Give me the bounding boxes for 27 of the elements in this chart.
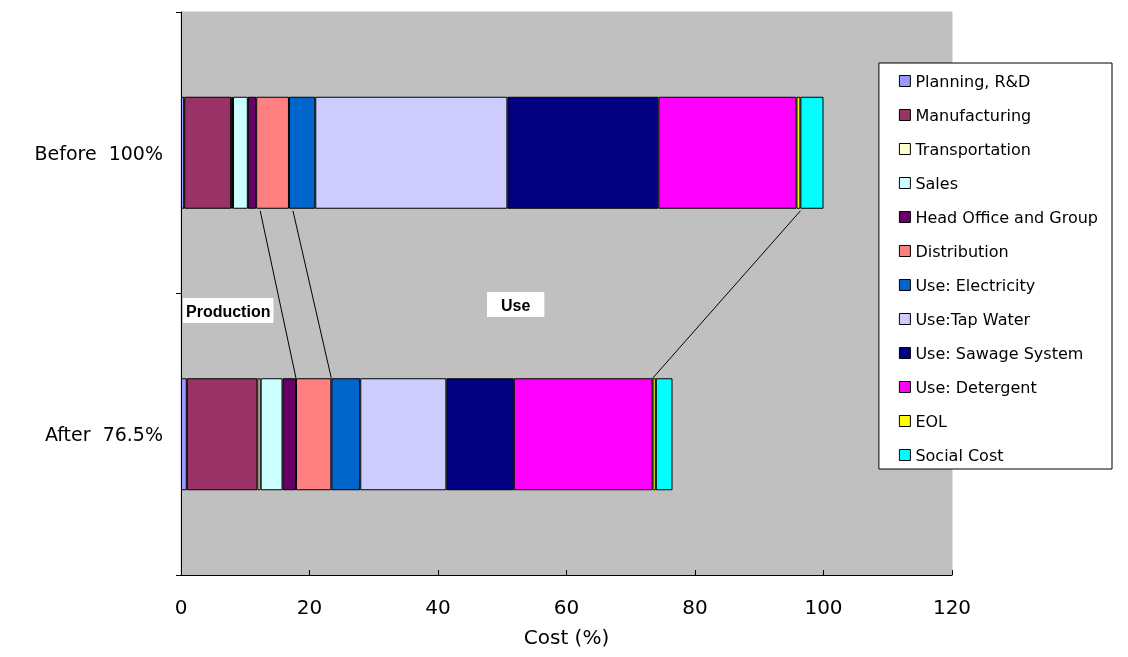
annotation: Use [501, 296, 531, 314]
legend-label: Manufacturing [915, 105, 1032, 125]
legend-label: Planning, R&D [915, 71, 1031, 91]
x-tick-label: 0 [174, 595, 188, 619]
x-tick-label: 60 [553, 595, 580, 619]
legend-label: Use:Tap Water [915, 309, 1031, 329]
legend-label: EOL [915, 411, 948, 431]
y-tick-label: After 76.5% [44, 423, 163, 446]
legend-label: Transportation [914, 139, 1031, 159]
bar [655, 378, 673, 491]
legend-label: Social Cost [915, 445, 1004, 465]
legend-label: Use: Detergent [915, 377, 1037, 397]
y-tick-label: Before 100% [34, 141, 163, 164]
legend-label: Head Office and Group [915, 207, 1098, 227]
x-tick-label: 80 [682, 595, 708, 619]
annotation: Production [186, 302, 271, 320]
bar [184, 96, 232, 209]
x-tick-label: 40 [425, 595, 451, 619]
legend-label: Sales [915, 173, 958, 193]
x-tick-label: 100 [804, 595, 843, 619]
x-axis-title: Cost (%) [523, 625, 610, 649]
x-tick-label: 120 [932, 595, 972, 619]
legend-label: Use: Sawage System [915, 343, 1084, 363]
bar [800, 96, 824, 209]
legend-label: Distribution [915, 241, 1009, 261]
legend-label: Use: Electricity [915, 275, 1036, 295]
x-tick-label: 20 [296, 595, 323, 619]
